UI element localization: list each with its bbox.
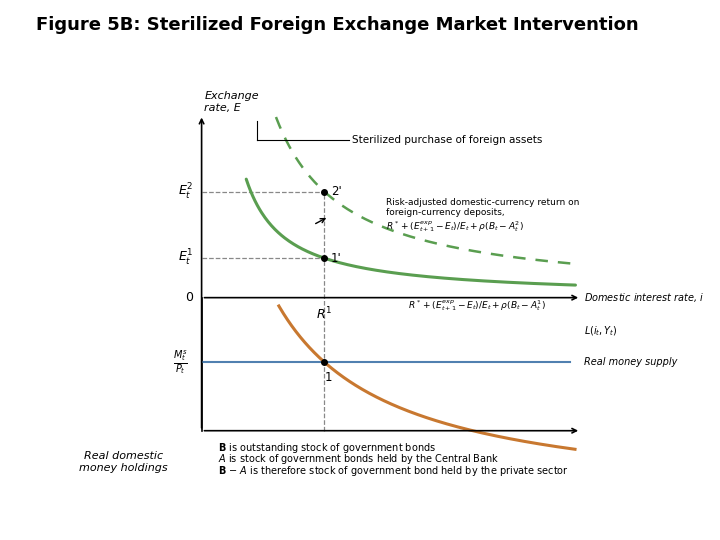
Text: Risk-adjusted domestic-currency return on
foreign-currency deposits,
$R^* + (E_{: Risk-adjusted domestic-currency return o… [386, 198, 579, 234]
Text: Domestic interest rate, $i$: Domestic interest rate, $i$ [584, 291, 704, 304]
Text: Exchange
rate, E: Exchange rate, E [204, 91, 259, 113]
Text: Sterilized purchase of foreign assets: Sterilized purchase of foreign assets [352, 134, 543, 145]
Text: Figure 5B: Sterilized Foreign Exchange Market Intervention: Figure 5B: Sterilized Foreign Exchange M… [36, 16, 639, 34]
Text: $R^* + (E_{t+1}^{exp} - E_t)/E_t + \rho(B_t - A_t^1)$: $R^* + (E_{t+1}^{exp} - E_t)/E_t + \rho(… [408, 299, 546, 313]
Text: 0: 0 [185, 291, 193, 304]
Text: $\mathbf{B}$ $-$ $A$ is therefore stock of government bond held by the private s: $\mathbf{B}$ $-$ $A$ is therefore stock … [218, 463, 570, 477]
Text: $E_t^2$: $E_t^2$ [178, 181, 193, 201]
Text: $E_t^1$: $E_t^1$ [178, 248, 193, 268]
Text: $\frac{M_t^s}{P_t}$: $\frac{M_t^s}{P_t}$ [173, 348, 188, 376]
Text: Real money supply: Real money supply [584, 357, 678, 367]
Text: $\mathbf{B}$ is outstanding stock of government bonds: $\mathbf{B}$ is outstanding stock of gov… [218, 441, 436, 455]
Text: $R^1$: $R^1$ [316, 306, 333, 322]
Text: Real domestic
money holdings: Real domestic money holdings [79, 451, 168, 473]
Text: $A$ is stock of government bonds held by the Central Bank: $A$ is stock of government bonds held by… [218, 453, 500, 467]
Text: 1: 1 [325, 371, 333, 384]
Text: 2': 2' [331, 185, 342, 198]
Text: $L(i_t, Y_t)$: $L(i_t, Y_t)$ [584, 324, 618, 338]
Text: 1': 1' [331, 252, 342, 265]
